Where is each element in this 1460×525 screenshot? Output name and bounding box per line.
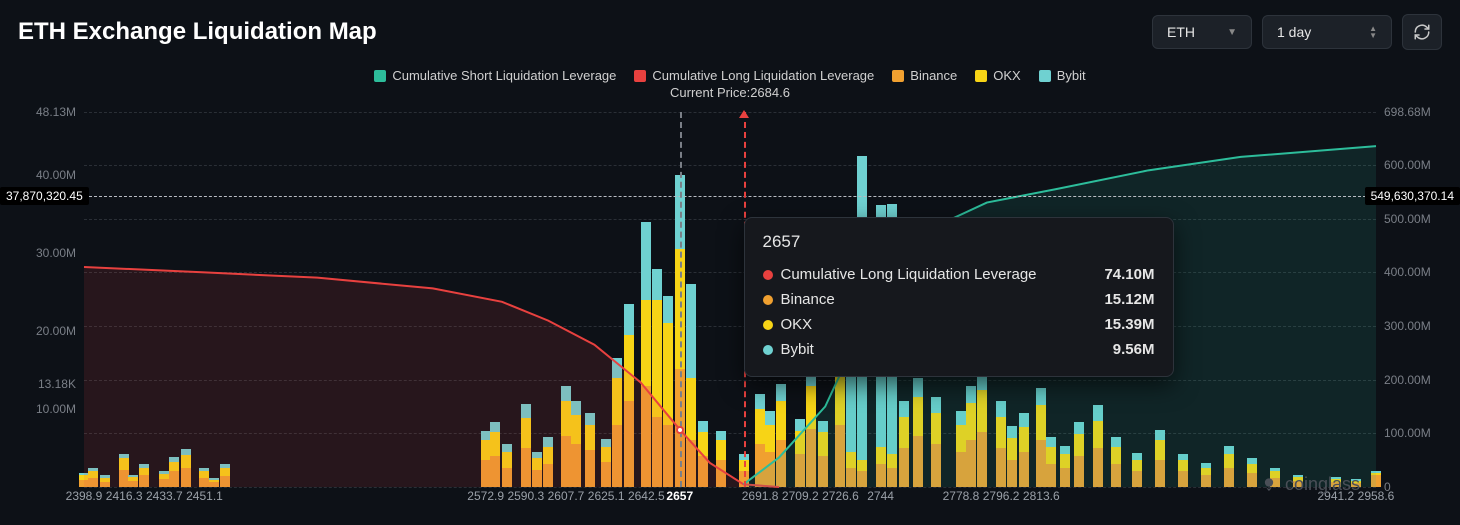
- page-title: ETH Exchange Liquidation Map: [18, 18, 377, 46]
- refresh-button[interactable]: [1402, 14, 1442, 50]
- legend-swatch: [892, 70, 904, 82]
- y-right-label: 698.68M: [1384, 105, 1448, 119]
- refresh-icon: [1413, 23, 1431, 41]
- tooltip-dot: [763, 345, 773, 355]
- tooltip-value: 9.56M: [1113, 341, 1155, 358]
- y-left-label: 10.00M: [12, 402, 76, 416]
- ref-line: [84, 196, 1376, 197]
- tooltip: 2657 Cumulative Long Liquidation Leverage…: [744, 217, 1174, 377]
- legend-label: OKX: [993, 68, 1020, 83]
- tooltip-dot: [763, 320, 773, 330]
- timeframe-select-value: 1 day: [1277, 24, 1311, 40]
- legend-label: Binance: [910, 68, 957, 83]
- legend-item[interactable]: Bybit: [1039, 68, 1086, 83]
- y-left-label: 13.18K: [12, 377, 76, 391]
- hover-dot: [676, 426, 684, 434]
- y-right-label: 400.00M: [1384, 265, 1448, 279]
- x-tick: 2657: [666, 489, 693, 503]
- y-left-label: 40.00M: [12, 168, 76, 182]
- tooltip-value: 15.39M: [1104, 316, 1154, 333]
- y-left-label: 30.00M: [12, 246, 76, 260]
- tooltip-row: Cumulative Long Liquidation Leverage 74.1…: [763, 262, 1155, 287]
- tooltip-dot: [763, 270, 773, 280]
- tooltip-row: Bybit 9.56M: [763, 337, 1155, 362]
- y-right-label: 600.00M: [1384, 158, 1448, 172]
- x-tick: 2398.9: [66, 489, 103, 503]
- arrow-up-icon: [739, 110, 749, 118]
- x-tick: 2744: [867, 489, 894, 503]
- legend: Cumulative Short Liquidation Leverage Cum…: [0, 56, 1460, 85]
- legend-label: Bybit: [1057, 68, 1086, 83]
- tooltip-label: Bybit: [781, 341, 814, 358]
- legend-item[interactable]: Cumulative Short Liquidation Leverage: [374, 68, 616, 83]
- x-tick: 2572.9: [467, 489, 504, 503]
- chart-plot[interactable]: 0100.00M200.00M300.00M400.00M500.00M600.…: [84, 112, 1376, 487]
- tooltip-row: OKX 15.39M: [763, 312, 1155, 337]
- gridline: [84, 487, 1376, 488]
- ref-badge-right: 549,630,370.14: [1365, 187, 1460, 205]
- x-tick: 2625.1: [588, 489, 625, 503]
- x-tick: 2709.2: [782, 489, 819, 503]
- legend-swatch: [374, 70, 386, 82]
- y-left-label: 48.13M: [12, 105, 76, 119]
- x-tick: 2813.6: [1023, 489, 1060, 503]
- x-tick: 2796.2: [983, 489, 1020, 503]
- legend-swatch: [634, 70, 646, 82]
- x-axis: 2398.92416.32433.72451.12572.92590.32607…: [84, 489, 1376, 507]
- tooltip-value: 74.10M: [1104, 266, 1154, 283]
- tooltip-dot: [763, 295, 773, 305]
- legend-item[interactable]: Cumulative Long Liquidation Leverage: [634, 68, 874, 83]
- legend-label: Cumulative Short Liquidation Leverage: [392, 68, 616, 83]
- asset-select-value: ETH: [1167, 24, 1195, 40]
- line-layer: [84, 112, 1376, 487]
- y-right-label: 500.00M: [1384, 212, 1448, 226]
- x-tick: 2642.5: [628, 489, 665, 503]
- x-tick: 2451.1: [186, 489, 223, 503]
- tooltip-title: 2657: [763, 232, 1155, 252]
- x-tick: 2726.6: [822, 489, 859, 503]
- x-tick: 2416.3: [106, 489, 143, 503]
- chevron-down-icon: ▼: [1227, 27, 1237, 38]
- ref-badge-left: 37,870,320.45: [0, 187, 89, 205]
- legend-swatch: [975, 70, 987, 82]
- header-controls: ETH ▼ 1 day ▲▼: [1152, 14, 1442, 50]
- tooltip-value: 15.12M: [1104, 291, 1154, 308]
- x-tick: 2433.7: [146, 489, 183, 503]
- watermark: coinglass: [1259, 474, 1360, 495]
- legend-swatch: [1039, 70, 1051, 82]
- x-tick: 2691.8: [742, 489, 779, 503]
- y-right-label: 100.00M: [1384, 426, 1448, 440]
- legend-label: Cumulative Long Liquidation Leverage: [652, 68, 874, 83]
- x-tick: 2958.6: [1358, 489, 1395, 503]
- x-tick: 2590.3: [507, 489, 544, 503]
- current-price-label: Current Price:2684.6: [0, 85, 1460, 104]
- chevron-updown-icon: ▲▼: [1369, 25, 1377, 39]
- y-right-label: 300.00M: [1384, 319, 1448, 333]
- logo-icon: [1259, 475, 1279, 495]
- y-left-label: 20.00M: [12, 324, 76, 338]
- y-right-label: 200.00M: [1384, 373, 1448, 387]
- legend-item[interactable]: OKX: [975, 68, 1020, 83]
- tooltip-label: Binance: [781, 291, 835, 308]
- x-tick: 2607.7: [548, 489, 585, 503]
- timeframe-select[interactable]: 1 day ▲▼: [1262, 15, 1392, 49]
- header: ETH Exchange Liquidation Map ETH ▼ 1 day…: [0, 0, 1460, 56]
- tooltip-label: OKX: [781, 316, 813, 333]
- tooltip-row: Binance 15.12M: [763, 287, 1155, 312]
- asset-select[interactable]: ETH ▼: [1152, 15, 1252, 49]
- tooltip-label: Cumulative Long Liquidation Leverage: [781, 266, 1037, 283]
- x-tick: 2778.8: [943, 489, 980, 503]
- legend-item[interactable]: Binance: [892, 68, 957, 83]
